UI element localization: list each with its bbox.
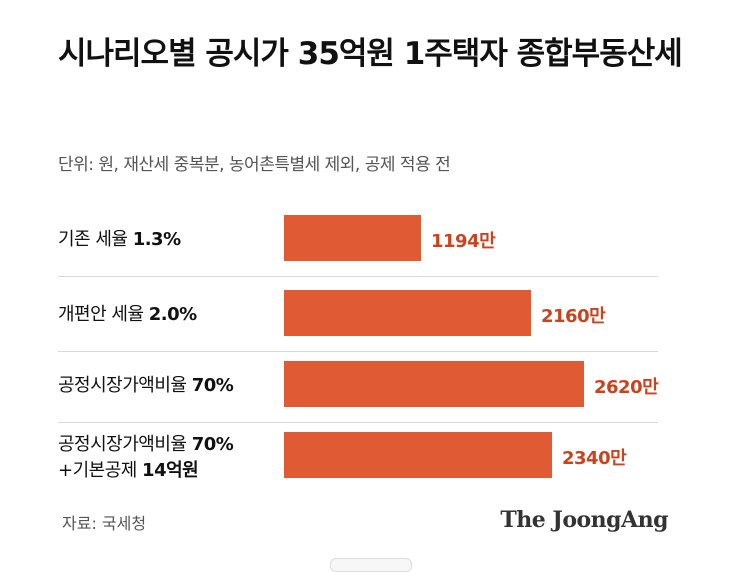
row-separator	[58, 422, 658, 423]
row-label: 기존 세율 1.3%	[58, 227, 181, 253]
row-separator	[58, 351, 658, 352]
row-label: 공정시장가액비율 70% +기본공제 14억원	[58, 432, 234, 484]
row-label-text: +기본공제	[58, 460, 143, 481]
bar-value-label: 2340만	[562, 448, 627, 469]
row-label-emphasis: 2.0%	[148, 304, 197, 325]
bar-value-label: 2620만	[594, 377, 659, 398]
bar-value-label: 1194만	[431, 231, 496, 252]
row-label-emphasis: 70%	[191, 375, 234, 396]
chart-title: 시나리오별 공시가 35억원 1주택자 종합부동산세	[58, 36, 683, 72]
bottom-handle	[330, 558, 412, 572]
row-label-text: 공정시장가액비율	[58, 434, 192, 455]
bar	[284, 361, 584, 407]
publisher-logo: The JoongAng	[500, 507, 668, 533]
bar-value-label: 2160만	[541, 306, 606, 327]
source-note: 자료: 국세청	[62, 514, 147, 533]
row-label-emphasis: 1.3%	[132, 229, 181, 250]
row-label-emphasis: 70%	[191, 434, 234, 455]
row-label-text: 개편안 세율	[58, 304, 149, 325]
bar	[284, 432, 552, 478]
row-label-text: 기존 세율	[58, 229, 133, 250]
row-label: 공정시장가액비율 70%	[58, 373, 234, 399]
chart-subtitle: 단위: 원, 재산세 중복분, 농어촌특별세 제외, 공제 적용 전	[58, 155, 451, 175]
row-label-text: 공정시장가액비율	[58, 375, 192, 396]
row-label: 개편안 세율 2.0%	[58, 302, 197, 328]
row-label-emphasis: 14억원	[142, 460, 199, 481]
bar	[284, 290, 531, 336]
bar	[284, 215, 421, 261]
row-separator	[58, 276, 658, 277]
